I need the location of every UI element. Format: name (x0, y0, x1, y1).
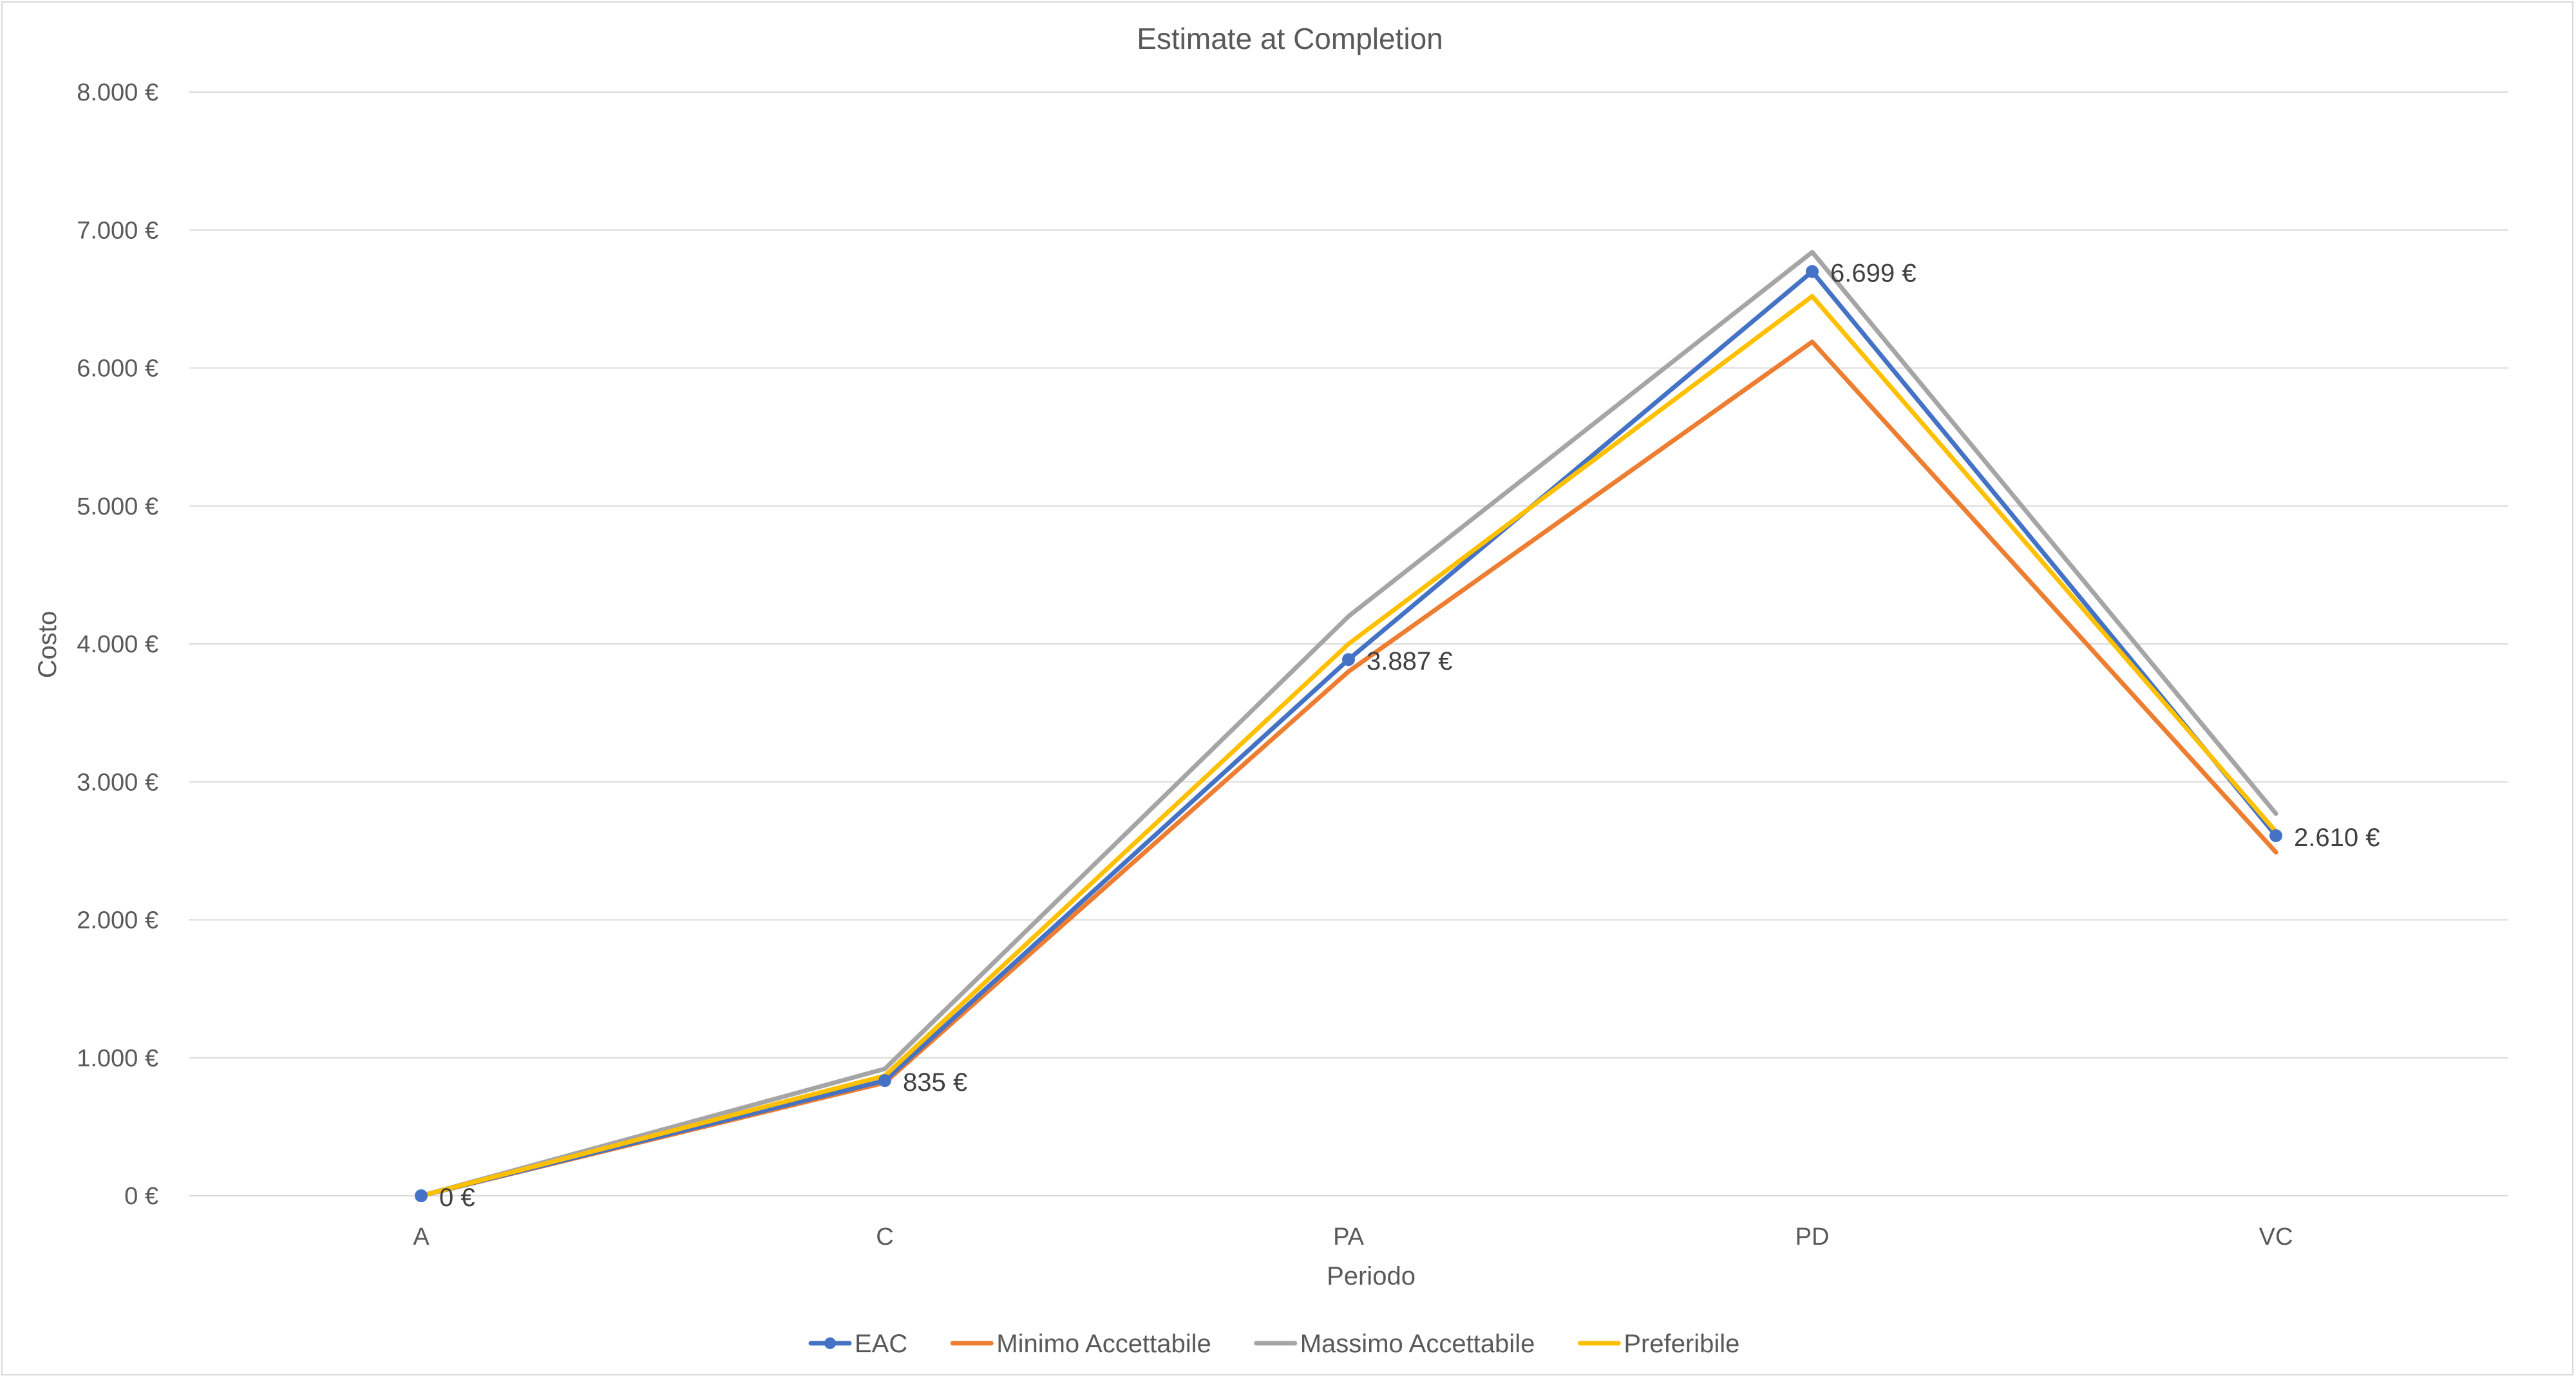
series-line-preferibile (419, 294, 2278, 1198)
data-labels: 0 € 835 € 3.887 € 6.699 € 2.610 € (439, 260, 2380, 1212)
data-point-marker (878, 1074, 891, 1088)
x-tick-label: C (876, 1223, 893, 1251)
series-line-eac (419, 269, 2278, 1198)
y-tick-label: 5.000 € (77, 493, 158, 520)
legend-label: EAC (855, 1330, 907, 1358)
line-chart: Estimate at Completion 0 € 1.000 € 2.000 €… (33, 22, 2508, 1358)
y-axis-title: Costo (33, 611, 62, 679)
data-label: 6.699 € (1830, 260, 1916, 288)
data-label: 835 € (903, 1068, 967, 1097)
legend-item-minimo-accettabile: Minimo Accettabile (950, 1330, 1211, 1358)
y-axis-ticks: 0 € 1.000 € 2.000 € 3.000 € 4.000 € 5.000 € 6.… (77, 79, 158, 1210)
y-tick-label: 7.000 € (77, 217, 158, 244)
y-tick-label: 1.000 € (77, 1045, 158, 1072)
x-tick-label: PD (1795, 1223, 1830, 1251)
y-tick-label: 4.000 € (77, 631, 158, 658)
legend-label: Massimo Accettabile (1300, 1330, 1535, 1358)
y-tick-label: 0 € (124, 1183, 158, 1210)
series-markers (415, 265, 2282, 1202)
x-axis-ticks: A C PA PD VC (413, 1223, 2293, 1251)
y-tick-label: 3.000 € (77, 769, 158, 796)
data-point-marker (1806, 265, 1819, 278)
legend: EAC Minimo Accettabile Massimo Accettabile… (808, 1330, 1739, 1358)
series-line-massimo-accettabile (419, 250, 2278, 1198)
legend-item-eac: EAC (808, 1330, 907, 1358)
series-lines (419, 250, 2278, 1198)
data-label: 0 € (439, 1184, 475, 1212)
y-tick-label: 6.000 € (77, 355, 158, 382)
data-point-marker (415, 1189, 428, 1202)
data-point-marker (2269, 829, 2282, 842)
x-axis-title: Periodo (1327, 1262, 1416, 1290)
legend-label: Minimo Accettabile (996, 1330, 1211, 1358)
legend-item-preferibile: Preferibile (1577, 1330, 1739, 1358)
legend-item-massimo-accettabile: Massimo Accettabile (1254, 1330, 1535, 1358)
x-tick-label: A (413, 1223, 430, 1251)
x-tick-label: PA (1333, 1223, 1365, 1251)
data-label: 2.610 € (2294, 824, 2380, 852)
legend-marker (824, 1337, 836, 1349)
legend-label: Preferibile (1624, 1330, 1739, 1358)
data-point-marker (1342, 653, 1355, 666)
y-tick-label: 2.000 € (77, 907, 158, 934)
series-line-minimo-accettabile (419, 339, 2278, 1198)
chart-title: Estimate at Completion (1137, 22, 1443, 55)
y-tick-label: 8.000 € (77, 79, 158, 106)
data-label: 3.887 € (1367, 647, 1452, 675)
x-tick-label: VC (2259, 1223, 2293, 1251)
